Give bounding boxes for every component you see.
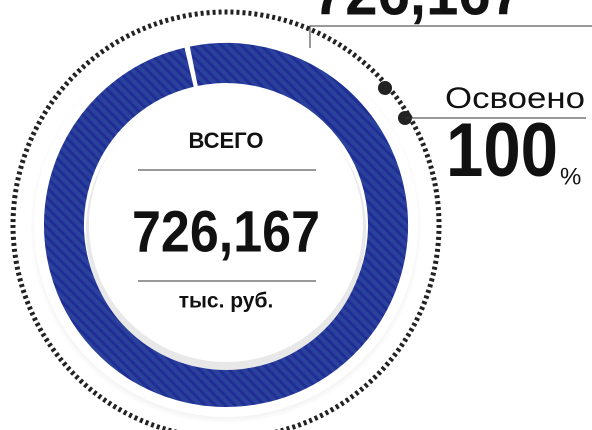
dotted-ring xyxy=(10,9,442,430)
callout-value: 726,167 xyxy=(313,0,523,28)
segment-tint xyxy=(44,43,408,407)
progress-label: Освоено xyxy=(445,82,585,115)
total-label: 726,167 xyxy=(132,199,320,264)
donut-segment xyxy=(44,43,408,407)
inner-circle xyxy=(89,88,363,362)
progress-unit: % xyxy=(560,163,581,190)
center-label: ВСЕГО xyxy=(189,128,264,153)
leader-line xyxy=(309,25,592,48)
progress-value: 100 xyxy=(446,108,558,193)
callout-dot xyxy=(378,81,392,95)
unit-label: тыс. руб. xyxy=(179,290,274,313)
